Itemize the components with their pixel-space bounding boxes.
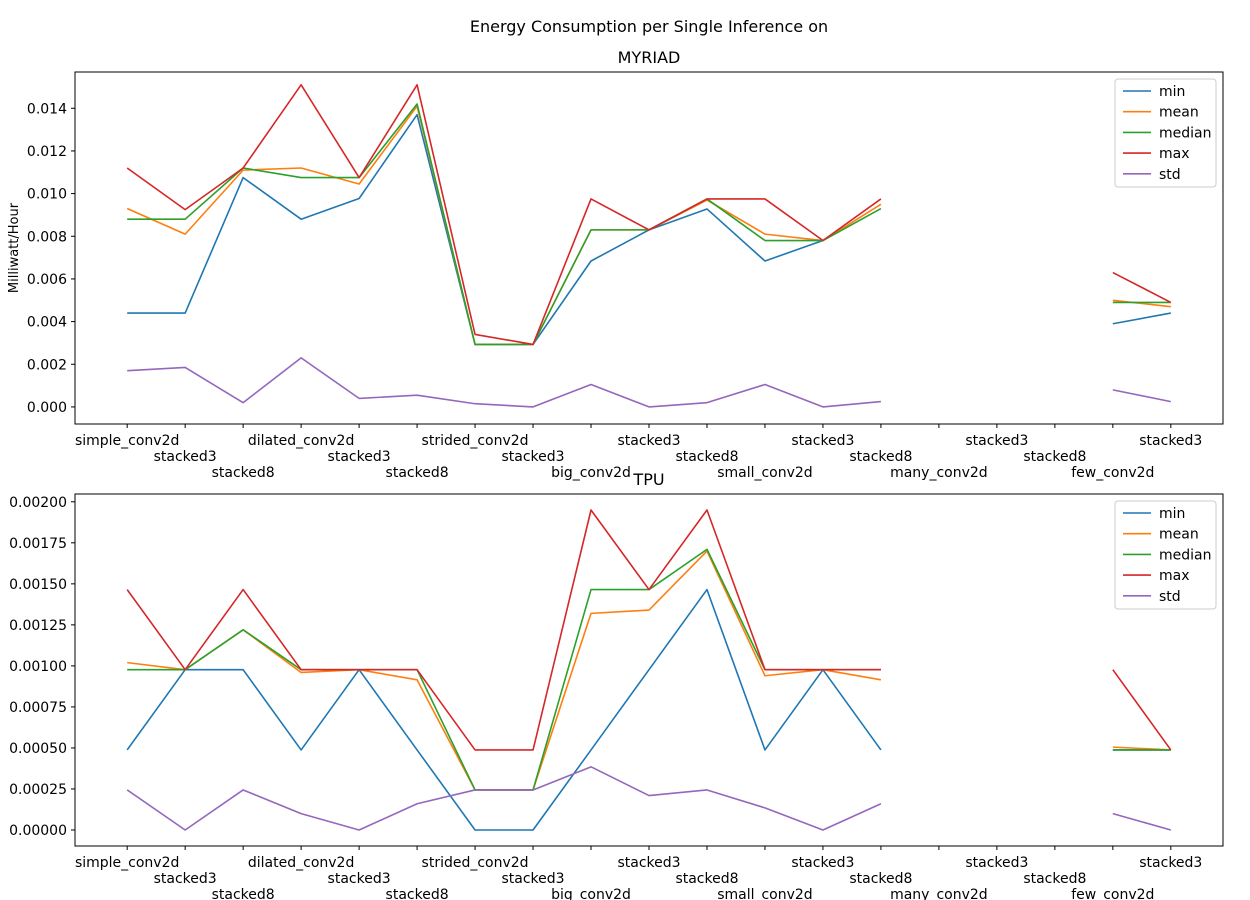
x-tick-label: small_conv2d [717, 465, 813, 481]
x-tick-label: stacked8 [212, 465, 275, 481]
series-line-std [126, 766, 1172, 831]
y-tick-label: 0.00125 [9, 618, 67, 634]
x-tick-label: many_conv2d [890, 887, 988, 900]
x-tick-label: stacked3 [791, 433, 854, 449]
x-tick-label: big_conv2d [551, 887, 631, 900]
tpu-panel: TPU 0.00000 0.00025 0.00050 0.00075 0.00100 0.… [9, 470, 1224, 900]
legend-label-median: median [1159, 547, 1211, 563]
x-tick-label: stacked3 [965, 433, 1028, 449]
chart-title: MYRIAD [618, 48, 681, 67]
x-tick-label: stacked8 [1023, 449, 1086, 465]
series-line-median [127, 103, 1171, 346]
legend-label-max: max [1159, 568, 1190, 584]
x-tick-label: stacked8 [849, 449, 912, 465]
x-tick-label: stacked3 [617, 433, 680, 449]
figure-suptitle: Energy Consumption per Single Inference … [470, 17, 828, 36]
series-line-std [127, 357, 1171, 408]
legend-box [1114, 500, 1217, 610]
x-tick-label: simple_conv2d [75, 433, 179, 449]
x-tick-label: stacked3 [502, 449, 565, 465]
x-tick-label: stacked8 [386, 887, 449, 900]
y-tick-label: 0.00150 [9, 577, 67, 593]
y-tick-label: 0.000 [27, 400, 67, 416]
y-axis-label: Milliwatt/Hour [7, 202, 22, 293]
series-line-max [126, 84, 1172, 346]
plot-frame [74, 71, 1224, 425]
series-line-max [126, 509, 1172, 751]
x-tick-label: stacked3 [1139, 433, 1202, 449]
y-tick-label: 0.00075 [9, 700, 67, 716]
x-tick-label: strided_conv2d [422, 433, 529, 449]
y-tick-label: 0.00100 [9, 659, 67, 675]
x-tick-label: few_conv2d [1071, 465, 1154, 481]
legend: min mean median max std [1114, 500, 1217, 610]
legend-label-std: std [1159, 589, 1181, 605]
y-tick-label: 0.00000 [9, 823, 67, 839]
y-tick-label: 0.004 [27, 315, 67, 331]
y-tick-label: 0.00025 [9, 782, 67, 798]
x-tick-label: stacked3 [328, 449, 391, 465]
legend: min mean median max std [1114, 78, 1217, 188]
legend-label-max: max [1159, 146, 1190, 162]
y-tick-label: 0.00175 [9, 536, 67, 552]
legend-label-std: std [1159, 167, 1181, 183]
x-tick-label: stacked8 [849, 871, 912, 887]
x-tick-label: stacked3 [502, 871, 565, 887]
legend-label-median: median [1159, 125, 1211, 141]
y-tick-label: 0.010 [27, 187, 67, 203]
x-tick-label: stacked8 [386, 465, 449, 481]
x-tick-label: stacked3 [1139, 855, 1202, 871]
x-tick-label: small_conv2d [717, 887, 813, 900]
x-tick-label: stacked3 [965, 855, 1028, 871]
x-tick-label: simple_conv2d [75, 855, 179, 871]
y-tick-label: 0.014 [27, 101, 67, 117]
x-tick-label: stacked3 [154, 871, 217, 887]
chart-title: TPU [632, 470, 664, 489]
x-tick-label: stacked8 [675, 871, 738, 887]
x-tick-label: strided_conv2d [422, 855, 529, 871]
x-tick-label: stacked3 [617, 855, 680, 871]
x-tick-label: stacked8 [675, 449, 738, 465]
myriad-panel: MYRIAD Milliwatt/Hour 0.000 0.002 0.004 0.006… [7, 48, 1224, 481]
y-tick-label: 0.00200 [9, 495, 67, 511]
x-tick-label: many_conv2d [890, 465, 988, 481]
y-tick-label: 0.006 [27, 272, 67, 288]
x-tick-label: stacked8 [212, 887, 275, 900]
y-tick-label: 0.002 [27, 357, 67, 373]
legend-box [1114, 78, 1217, 188]
series-line-min [126, 588, 1171, 831]
x-tick-label: big_conv2d [551, 465, 631, 481]
legend-label-min: min [1159, 84, 1185, 100]
x-tick-label: stacked3 [328, 871, 391, 887]
y-tick-label: 0.008 [27, 229, 67, 245]
x-tick-label: stacked3 [154, 449, 217, 465]
legend-label-mean: mean [1159, 527, 1199, 543]
x-tick-label: stacked8 [1023, 871, 1086, 887]
legend-label-mean: mean [1159, 105, 1199, 121]
series-line-mean [126, 105, 1171, 346]
y-tick-label: 0.012 [27, 144, 67, 160]
x-tick-label: few_conv2d [1071, 887, 1154, 900]
y-tick-label: 0.00050 [9, 741, 67, 757]
x-tick-label: dilated_conv2d [248, 855, 354, 871]
x-tick-label: dilated_conv2d [248, 433, 354, 449]
legend-label-min: min [1159, 506, 1185, 522]
x-tick-label: stacked3 [791, 855, 854, 871]
